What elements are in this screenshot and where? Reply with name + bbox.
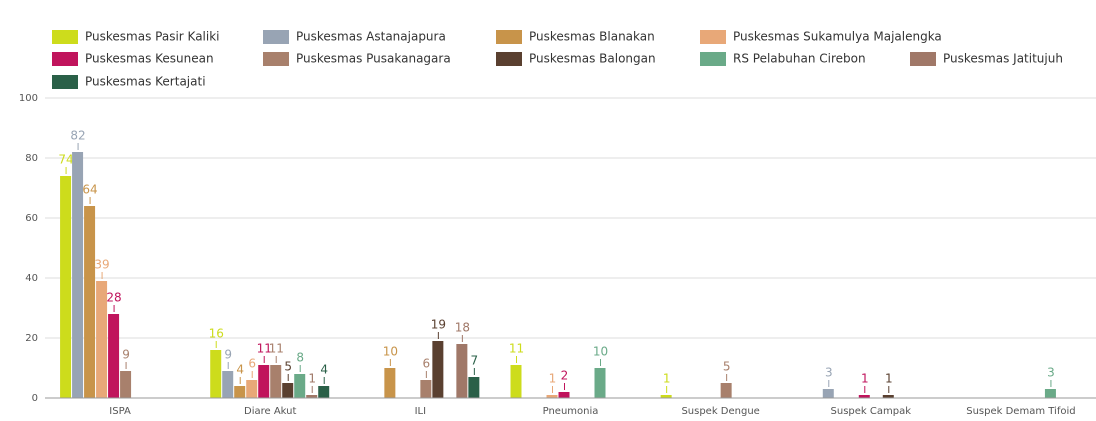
legend-swatch xyxy=(263,30,289,44)
bar xyxy=(468,377,480,398)
bar xyxy=(420,380,432,398)
bar xyxy=(456,344,468,398)
value-label: 1 xyxy=(663,372,671,386)
bar xyxy=(720,383,732,398)
bar xyxy=(84,206,96,398)
x-tick-label: Diare Akut xyxy=(244,406,296,417)
bar xyxy=(270,365,282,398)
value-label: 10 xyxy=(593,345,608,359)
legend-label: Puskesmas Sukamulya Majalengka xyxy=(733,30,942,44)
value-label: 11 xyxy=(269,342,284,356)
bar xyxy=(72,152,84,398)
bar xyxy=(882,395,894,398)
value-label: 8 xyxy=(296,351,304,365)
bar xyxy=(432,341,444,398)
value-label: 11 xyxy=(509,342,524,356)
value-label: 16 xyxy=(209,327,224,341)
legend-label: Puskesmas Jatitujuh xyxy=(943,52,1063,66)
legend-label: Puskesmas Astanajapura xyxy=(296,30,446,44)
value-label: 6 xyxy=(248,357,256,371)
legend-swatch xyxy=(52,30,78,44)
value-label: 82 xyxy=(70,129,85,143)
value-label: 9 xyxy=(224,348,232,362)
bar xyxy=(384,368,396,398)
x-tick-label: Suspek Dengue xyxy=(681,406,759,417)
legend-label: RS Pelabuhan Cirebon xyxy=(733,52,866,66)
value-label: 19 xyxy=(431,318,446,332)
value-label: 74 xyxy=(58,153,73,167)
legend-swatch xyxy=(496,30,522,44)
bar xyxy=(258,365,270,398)
y-tick-label: 60 xyxy=(25,213,38,224)
x-tick-label: ILI xyxy=(415,406,426,417)
legend-swatch xyxy=(263,52,289,66)
legend-label: Puskesmas Pasir Kaliki xyxy=(85,30,220,44)
legend-swatch xyxy=(700,52,726,66)
x-tick-label: ISPA xyxy=(109,406,131,417)
x-tick-label: Suspek Demam Tifoid xyxy=(966,406,1075,417)
value-label: 18 xyxy=(455,321,470,335)
value-label: 2 xyxy=(561,369,569,383)
value-label: 28 xyxy=(106,291,121,305)
bar xyxy=(234,386,246,398)
bar xyxy=(108,314,120,398)
y-tick-label: 0 xyxy=(32,393,38,404)
bar xyxy=(822,389,834,398)
value-label: 3 xyxy=(1047,366,1055,380)
bar xyxy=(222,371,234,398)
value-label: 1 xyxy=(885,372,893,386)
bar xyxy=(858,395,870,398)
y-tick-label: 20 xyxy=(25,333,38,344)
legend-label: Puskesmas Balongan xyxy=(529,52,656,66)
value-label: 1 xyxy=(861,372,869,386)
bar xyxy=(510,365,522,398)
y-tick-label: 80 xyxy=(25,153,38,164)
legend-label: Puskesmas Kertajati xyxy=(85,75,206,89)
value-label: 4 xyxy=(320,363,328,377)
value-label: 1 xyxy=(308,372,316,386)
bar xyxy=(1044,389,1056,398)
bar xyxy=(246,380,258,398)
bar xyxy=(210,350,222,398)
legend-label: Puskesmas Kesunean xyxy=(85,52,214,66)
value-label: 64 xyxy=(82,183,97,197)
value-label: 5 xyxy=(284,360,292,374)
value-label: 11 xyxy=(257,342,272,356)
bar xyxy=(60,176,72,398)
bar xyxy=(660,395,672,398)
value-label: 4 xyxy=(236,363,244,377)
legend-swatch xyxy=(52,75,78,89)
legend-swatch xyxy=(496,52,522,66)
value-label: 39 xyxy=(94,258,109,272)
y-tick-label: 100 xyxy=(19,93,38,104)
legend-swatch xyxy=(700,30,726,44)
bar xyxy=(96,281,108,398)
bar xyxy=(558,392,570,398)
legend-swatch xyxy=(52,52,78,66)
legend-label: Puskesmas Blanakan xyxy=(529,30,655,44)
value-label: 7 xyxy=(471,354,479,368)
value-label: 6 xyxy=(423,357,431,371)
bar xyxy=(294,374,306,398)
bar xyxy=(306,395,318,398)
value-label: 9 xyxy=(122,348,130,362)
bar xyxy=(546,395,558,398)
x-tick-label: Suspek Campak xyxy=(831,406,912,417)
bar xyxy=(120,371,132,398)
value-label: 1 xyxy=(549,372,557,386)
bar xyxy=(594,368,606,398)
value-label: 3 xyxy=(825,366,833,380)
value-label: 10 xyxy=(383,345,398,359)
bar xyxy=(282,383,294,398)
value-label: 5 xyxy=(723,360,731,374)
y-tick-label: 40 xyxy=(25,273,38,284)
bar xyxy=(318,386,330,398)
legend-swatch xyxy=(910,52,936,66)
x-tick-label: Pneumonia xyxy=(543,406,599,417)
legend-label: Puskesmas Pusakanagara xyxy=(296,52,451,66)
